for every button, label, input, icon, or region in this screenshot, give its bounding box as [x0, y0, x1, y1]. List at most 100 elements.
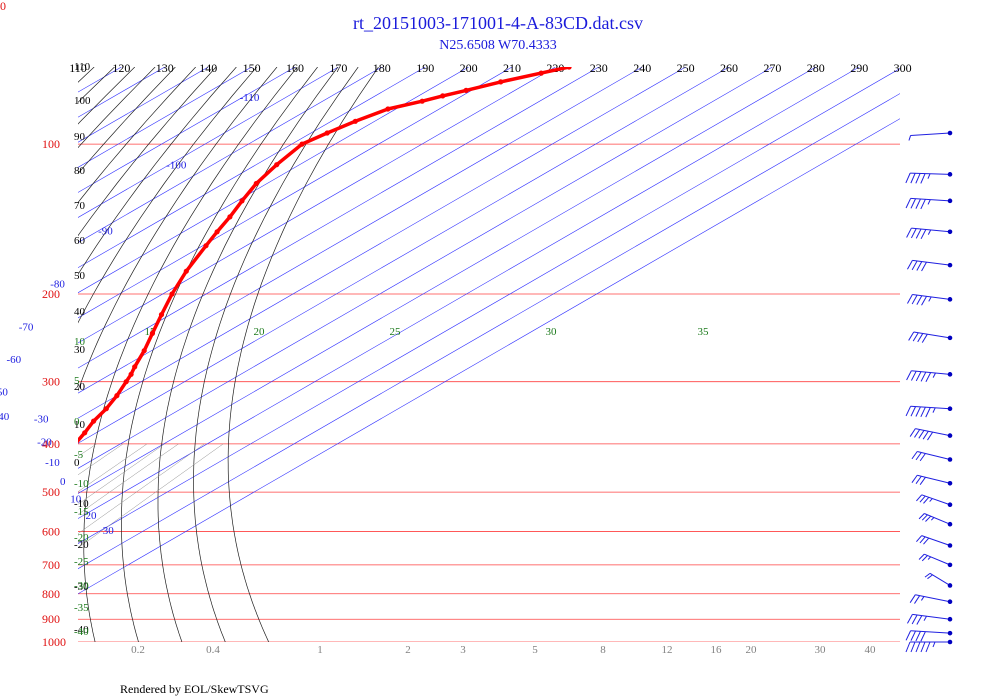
- mixing-ratio-label: 5: [532, 644, 538, 656]
- wind-barb: [911, 450, 953, 462]
- dewpoint-point: [5, 442, 9, 446]
- wind-barb: [909, 428, 953, 441]
- pressure-label: 800: [42, 587, 60, 601]
- top-temp-tick: 270: [763, 61, 781, 75]
- temperature-point: [65, 452, 70, 457]
- isotherm-line: [78, 67, 599, 369]
- isotherm-line: [78, 67, 816, 494]
- dry-adiabat: [121, 67, 318, 642]
- dry-adiabat-label: 10: [74, 419, 86, 431]
- mixing-ratio-label: 30: [815, 644, 827, 656]
- temperature-point: [12, 506, 17, 511]
- mixing-ratio-label: 3: [460, 644, 466, 656]
- top-temp-tick: 180: [373, 61, 391, 75]
- top-temp-tick: 200: [460, 61, 478, 75]
- mixing-ratio-line: [78, 443, 224, 549]
- temperature-point: [73, 441, 78, 446]
- chart-title: rt_20151003-171001-4-A-83CD.dat.csv: [353, 13, 643, 33]
- wind-barb: [907, 613, 953, 625]
- wind-barb: [908, 331, 953, 343]
- top-temp-tick: 230: [590, 61, 608, 75]
- wind-barb: [909, 594, 953, 605]
- wind-barb: [908, 130, 953, 141]
- isotherm-label: -50: [0, 387, 8, 399]
- wind-barb: [924, 572, 953, 588]
- pressure-label: 400: [42, 437, 60, 451]
- mixing-ratio-label: 1: [317, 644, 323, 656]
- wind-barb: [905, 197, 953, 210]
- isotherm-line: [78, 67, 556, 344]
- dry-adiabat-label: 50: [74, 270, 86, 282]
- top-temp-tick: 250: [677, 61, 695, 75]
- sounding-profiles: [0, 67, 572, 631]
- pressure-label: 900: [42, 612, 60, 626]
- top-temp-tick: 280: [807, 61, 825, 75]
- moist-adiabat-top-label: 35: [698, 326, 710, 338]
- corner-label: 0: [0, 0, 6, 13]
- wind-barb: [905, 405, 953, 418]
- dry-adiabat-label: 40: [74, 306, 86, 318]
- dry-adiabat-label: 110: [74, 61, 91, 73]
- top-temp-tick: 140: [199, 61, 217, 75]
- dry-adiabat-label: 0: [74, 457, 80, 469]
- moist-adiabat-label: 5: [74, 375, 80, 387]
- moist-adiabat-label: -40: [74, 626, 89, 638]
- isotherm-line: [78, 67, 513, 319]
- dewpoint-point: [6, 349, 10, 353]
- moist-adiabat: [0, 294, 14, 642]
- pressure-label: 300: [42, 375, 60, 389]
- mixing-ratio-line: [78, 443, 179, 515]
- dry-adiabat: [193, 67, 359, 642]
- mixing-ratio-label: 0.2: [131, 644, 145, 656]
- temperature-point: [20, 498, 25, 503]
- dry-adiabat: [78, 67, 278, 392]
- wind-barb: [918, 553, 953, 568]
- wind-barbs: [905, 130, 953, 653]
- isotherm-label: 0: [60, 476, 66, 488]
- dewpoint-point: [0, 452, 4, 456]
- dry-adiabat-label: 80: [74, 165, 86, 177]
- dry-adiabat-label: -30: [74, 581, 89, 593]
- top-temp-tick: 300: [894, 61, 912, 75]
- isotherm-line: [78, 118, 900, 595]
- chart-subtitle: N25.6508 W70.4333: [439, 38, 557, 53]
- moist-adiabat-top-label: 25: [390, 326, 402, 338]
- mixing-ratio-label: 2: [405, 644, 411, 656]
- mixing-ratio-label: 8: [600, 644, 606, 656]
- top-temp-tick: 290: [850, 61, 868, 75]
- isotherm-label: -80: [50, 278, 65, 290]
- top-temp-tick: 130: [156, 61, 174, 75]
- mixing-ratio-line: [0, 444, 15, 642]
- isotherm-line: [78, 67, 209, 143]
- dry-adiabat-label: 70: [74, 200, 86, 212]
- isotherm-label: -100: [166, 160, 187, 172]
- isotherm-label: 20: [86, 510, 98, 522]
- isotherm-line: [78, 67, 730, 444]
- temperature-point: [29, 490, 34, 495]
- isotherm-line: [78, 67, 382, 243]
- wind-barb: [907, 294, 953, 306]
- top-temp-tick: 150: [243, 61, 261, 75]
- isotherm-label: -60: [7, 354, 22, 366]
- isotherm-label: -90: [98, 226, 113, 238]
- moist-adiabat-label: -35: [74, 602, 89, 614]
- pressure-label: 500: [42, 485, 60, 499]
- isotherm-label: 10: [70, 494, 82, 506]
- dry-adiabat-label: 100: [74, 95, 91, 107]
- wind-barb: [911, 474, 953, 486]
- pressure-label: 700: [42, 558, 60, 572]
- dewpoint-point: [6, 431, 10, 435]
- dry-adiabat-label: 30: [74, 344, 86, 356]
- isotherm-line: [78, 93, 900, 570]
- dewpoint-trace: [0, 294, 15, 631]
- top-temp-tick: 210: [503, 61, 521, 75]
- top-temp-tick: 170: [329, 61, 347, 75]
- pressure-label: 100: [42, 137, 60, 151]
- wind-barb: [905, 639, 953, 653]
- dewpoint-point: [9, 419, 13, 423]
- dry-adiabat-label: 60: [74, 235, 86, 247]
- pressure-label: 600: [42, 525, 60, 539]
- temperature-point: [0, 522, 1, 527]
- moist-adiabat-top-label: 30: [546, 326, 558, 338]
